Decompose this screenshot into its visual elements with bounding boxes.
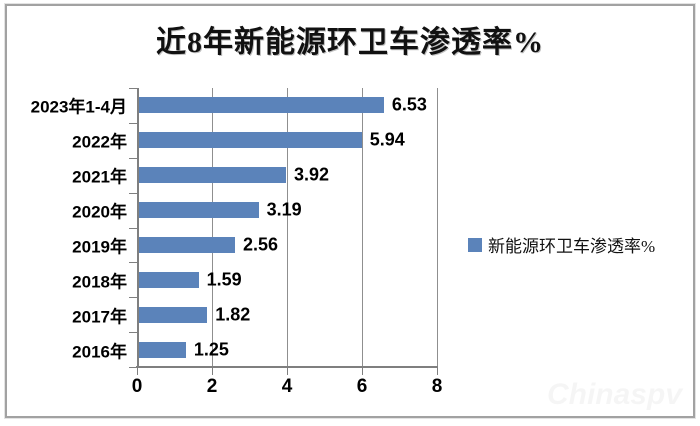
category-label: 2016年 [72,342,127,362]
bar [139,306,208,323]
bar-row: 2023年1-4月 6.53 [31,88,437,123]
category-label: 2023年1-4月 [30,97,127,117]
gridline [287,88,288,367]
legend: 新能源环卫车渗透率% [468,232,655,257]
category-label: 2021年 [72,167,127,187]
legend-swatch [468,237,482,252]
category-label: 2019年 [72,237,127,257]
y-axis-tick [129,157,137,159]
value-label: 1.25 [193,339,229,360]
bar-row: 2019年 2.56 [72,228,437,263]
y-axis-line [137,88,139,367]
bar [139,341,186,358]
x-axis-tick-label: 6 [356,376,368,397]
y-axis-tick [129,88,137,89]
bar-row: 2017年 1.82 [72,297,437,332]
value-label: 5.94 [369,129,405,150]
category-label: 2018年 [72,272,127,292]
bar-row: 2020年 3.19 [72,193,437,228]
gridline [212,88,213,367]
x-axis-tick [437,367,438,375]
x-axis-tick-label: 8 [431,376,443,397]
x-axis-tick [362,367,363,375]
bar-row: 2016年 1.25 [72,332,437,367]
gridline [437,88,438,367]
value-label: 2.56 [243,234,279,255]
bar [139,132,362,149]
y-axis-tick [129,262,137,264]
category-label: 2022年 [72,132,127,152]
legend-label: 新能源环卫车渗透率% [488,237,656,256]
category-label: 2017年 [72,307,127,327]
y-axis-tick [129,332,137,334]
y-axis-tick [129,192,137,194]
bar-row: 2018年 1.59 [72,262,437,297]
y-axis-tick [129,367,137,368]
value-label: 1.59 [206,269,242,290]
bar-row: 2022年 5.94 [72,123,437,158]
value-label: 3.92 [294,164,330,185]
bar [139,236,235,253]
bar [139,97,384,114]
x-axis-tick [212,367,213,375]
category-label: 2020年 [72,202,127,222]
bar [139,202,259,219]
value-label: 6.53 [391,94,427,115]
bar-row: 2021年 3.92 [72,158,437,193]
chart-title: 近8年新能源环卫车渗透率% [156,26,544,59]
bar [139,271,199,288]
watermark: Chinaspv [547,378,682,412]
y-axis-tick [129,297,137,299]
value-label: 3.19 [266,199,302,220]
y-axis-tick [129,227,137,229]
gridline [362,88,363,367]
x-axis-tick [287,367,288,375]
x-axis-tick-label: 0 [131,376,143,397]
x-axis-tick-label: 4 [281,376,293,397]
value-label: 1.82 [215,304,251,325]
bar [139,167,286,184]
y-axis-tick [129,122,137,124]
x-axis-tick [137,367,138,375]
plot-area: 2023年1-4月 6.53 2022年 5.94 2021年 3.92 2020年 3.19… [31,88,438,375]
x-axis-tick-label: 2 [206,376,218,397]
